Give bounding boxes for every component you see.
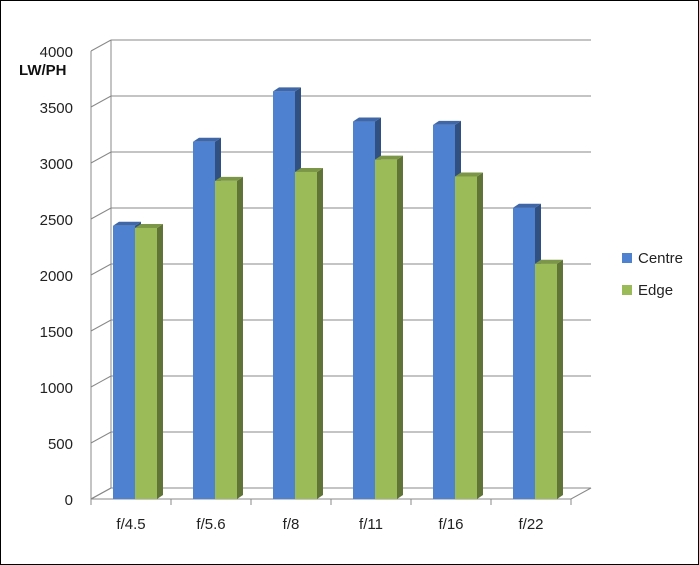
y-axis-title: LW/PH	[19, 62, 67, 79]
bar-top-centre	[273, 87, 301, 92]
legend-item-centre: Centre	[622, 249, 683, 267]
bar-edge	[215, 180, 237, 500]
x-tick-label: f/16	[438, 516, 463, 533]
bar-edge	[535, 263, 557, 499]
x-tick-label: f/5.6	[196, 516, 225, 533]
y-tick-label: 2500	[40, 212, 73, 229]
x-tick-label: f/4.5	[116, 516, 145, 533]
bar-side-edge	[317, 167, 323, 499]
y-tick-label: 4000	[40, 44, 73, 61]
bar-edge	[135, 227, 157, 499]
bar-top-centre	[113, 221, 141, 226]
bar-top-edge	[535, 259, 563, 264]
bar-side-edge	[557, 259, 563, 499]
bar-centre	[273, 91, 295, 499]
grid-diagonal	[90, 95, 112, 108]
bar-centre	[193, 141, 215, 499]
bar-top-edge	[375, 155, 403, 160]
bar-edge	[375, 159, 397, 499]
y-tick-label: 0	[65, 492, 73, 509]
y-tick-label: 2000	[40, 268, 73, 285]
bar-side-edge	[237, 176, 243, 500]
legend-item-edge: Edge	[622, 281, 683, 299]
bar-top-edge	[215, 176, 243, 181]
y-tick-label: 3000	[40, 156, 73, 173]
y-tick-label: 1000	[40, 380, 73, 397]
bar-side-edge	[157, 223, 163, 499]
bar-centre	[113, 225, 135, 499]
grid-diagonal	[90, 319, 112, 332]
legend: Centre Edge	[622, 249, 683, 313]
grid-diagonal	[90, 39, 112, 52]
grid-diagonal	[90, 151, 112, 164]
legend-label-edge: Edge	[638, 281, 674, 299]
bar-top-centre	[433, 120, 461, 125]
bar-top-edge	[135, 223, 163, 228]
y-tick-label: 500	[48, 436, 73, 453]
legend-label-centre: Centre	[638, 249, 684, 267]
bar-side-edge	[397, 155, 403, 499]
legend-swatch-centre	[622, 253, 632, 263]
bar-edge	[455, 176, 477, 499]
legend-swatch-edge	[622, 285, 632, 295]
bar-top-edge	[455, 172, 483, 177]
y-tick-label: 1500	[40, 324, 73, 341]
bar-edge	[295, 171, 317, 499]
bar-top-centre	[193, 137, 221, 142]
bar-top-centre	[353, 117, 381, 122]
bar-top-edge	[295, 167, 323, 172]
grid-diagonal	[90, 263, 112, 276]
bar-top-centre	[513, 203, 541, 208]
x-tick-label: f/8	[283, 516, 300, 533]
grid-diagonal	[90, 207, 112, 220]
bar-centre	[433, 124, 455, 500]
bar-side-edge	[477, 172, 483, 499]
bar-centre	[513, 207, 535, 500]
grid-diagonal	[90, 431, 112, 444]
grid-diagonal	[90, 375, 112, 388]
x-tick-label: f/11	[359, 516, 383, 533]
bar-centre	[353, 121, 375, 499]
y-tick-label: 3500	[40, 100, 73, 117]
x-tick-label: f/22	[518, 516, 543, 533]
